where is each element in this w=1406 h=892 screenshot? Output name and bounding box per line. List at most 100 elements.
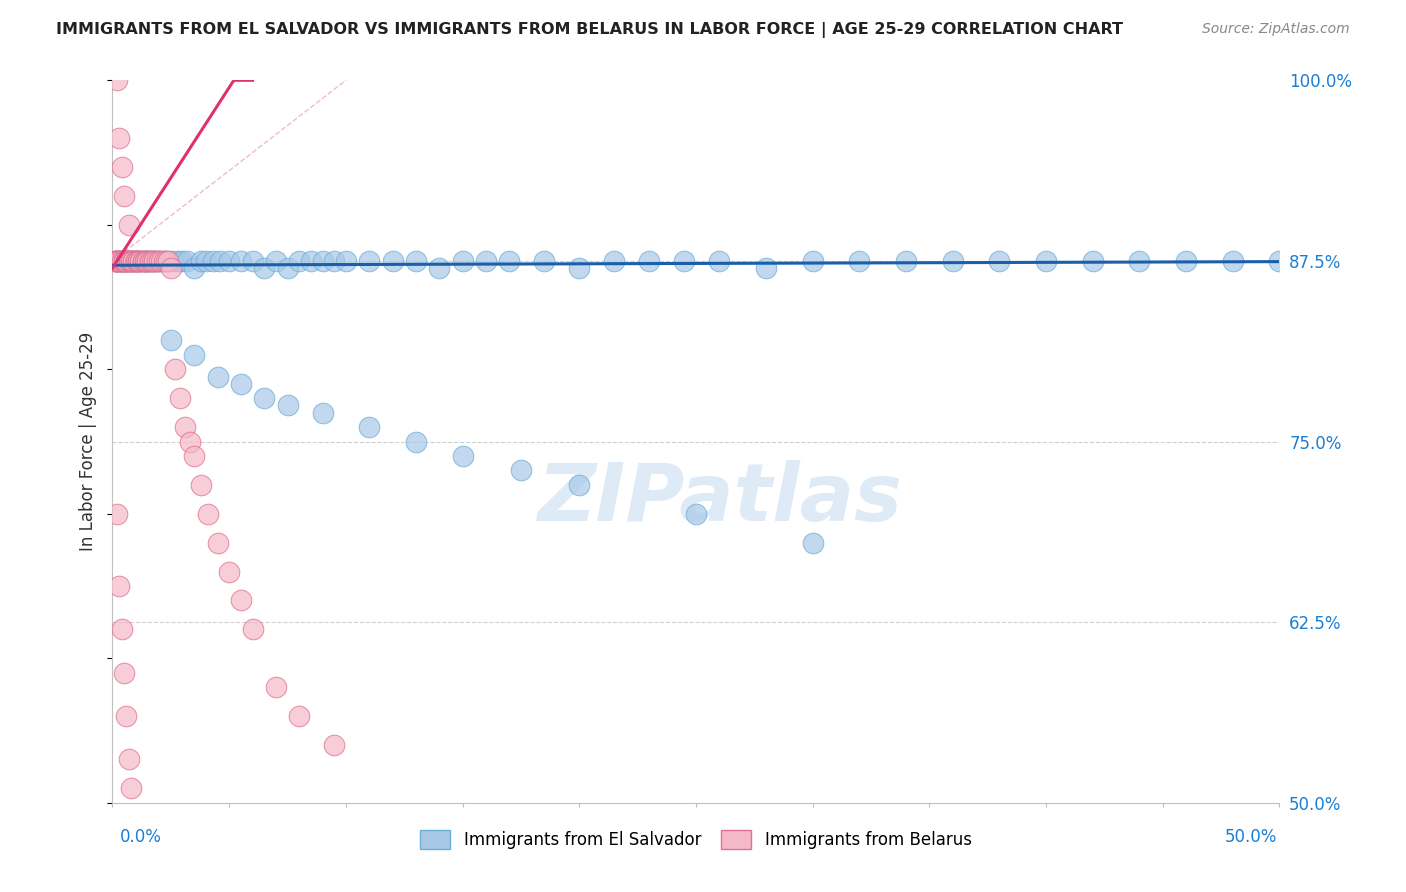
Point (153, 254, 176, 268)
Point (709, 254, 731, 268)
Point (1035, 254, 1057, 268)
Point (475, 254, 498, 268)
Point (197, 507, 219, 521)
Point (1175, 254, 1198, 268)
Point (108, 254, 131, 268)
Point (129, 254, 152, 268)
Point (603, 254, 626, 268)
Point (427, 261, 450, 276)
Point (276, 261, 298, 276)
Point (115, 254, 138, 268)
Point (118, 254, 141, 268)
Point (112, 254, 135, 268)
Point (183, 449, 205, 463)
Point (111, 254, 134, 268)
Point (201, 254, 224, 268)
Point (157, 254, 180, 268)
Point (120, 781, 142, 796)
Point (218, 254, 240, 268)
Point (115, 709, 138, 723)
Point (146, 254, 169, 268)
Point (335, 254, 357, 268)
Point (139, 254, 162, 268)
Point (115, 254, 138, 268)
Point (942, 254, 965, 268)
Point (1128, 254, 1150, 268)
Text: 0.0%: 0.0% (120, 828, 162, 846)
Point (120, 254, 142, 268)
Point (105, 254, 128, 268)
Point (498, 254, 520, 268)
Point (136, 254, 159, 268)
Point (134, 254, 156, 268)
Point (136, 254, 159, 268)
Point (141, 254, 163, 268)
Point (166, 254, 188, 268)
Point (311, 254, 333, 268)
Point (112, 254, 135, 268)
Point (105, 254, 128, 268)
Point (242, 254, 264, 268)
Point (143, 254, 166, 268)
Point (118, 254, 141, 268)
Point (108, 254, 131, 268)
Point (160, 334, 183, 348)
Point (105, 73, 128, 87)
Point (120, 254, 142, 268)
Point (134, 254, 156, 268)
Point (148, 254, 170, 268)
Point (115, 254, 138, 268)
Point (190, 478, 212, 492)
Legend: Immigrants from El Salvador, Immigrants from Belarus: Immigrants from El Salvador, Immigrants … (413, 823, 979, 856)
Point (988, 254, 1011, 268)
Point (129, 254, 152, 268)
Point (112, 254, 135, 268)
Point (105, 507, 128, 521)
Point (1081, 254, 1104, 268)
Point (112, 189, 135, 203)
Point (801, 254, 824, 268)
Point (122, 254, 145, 268)
Point (155, 254, 177, 268)
Point (253, 391, 276, 405)
Point (105, 254, 128, 268)
Point (160, 261, 183, 276)
Point (118, 752, 141, 766)
Point (108, 254, 131, 268)
Point (242, 623, 264, 637)
Point (111, 623, 134, 637)
Point (104, 254, 127, 268)
Text: IMMIGRANTS FROM EL SALVADOR VS IMMIGRANTS FROM BELARUS IN LABOR FORCE | AGE 25-2: IMMIGRANTS FROM EL SALVADOR VS IMMIGRANT… (56, 22, 1123, 38)
Point (755, 261, 778, 276)
Point (568, 478, 591, 492)
Point (122, 254, 145, 268)
Point (125, 254, 148, 268)
Point (136, 254, 159, 268)
Point (381, 254, 404, 268)
Point (299, 254, 322, 268)
Point (141, 254, 163, 268)
Text: 50.0%: 50.0% (1225, 828, 1277, 846)
Point (288, 254, 311, 268)
Point (111, 160, 134, 174)
Point (405, 434, 427, 449)
Point (139, 254, 162, 268)
Point (685, 507, 707, 521)
Point (169, 391, 191, 405)
Point (132, 254, 155, 268)
Point (136, 254, 159, 268)
Point (132, 254, 155, 268)
Point (134, 254, 156, 268)
Point (153, 254, 176, 268)
Point (173, 420, 195, 434)
Point (120, 254, 142, 268)
Point (157, 254, 180, 268)
Point (118, 254, 141, 268)
Point (323, 738, 346, 752)
Point (118, 218, 141, 232)
Point (148, 254, 170, 268)
Point (179, 434, 201, 449)
Point (405, 254, 427, 268)
Text: ZIPatlas: ZIPatlas (537, 460, 901, 539)
Point (207, 535, 229, 549)
